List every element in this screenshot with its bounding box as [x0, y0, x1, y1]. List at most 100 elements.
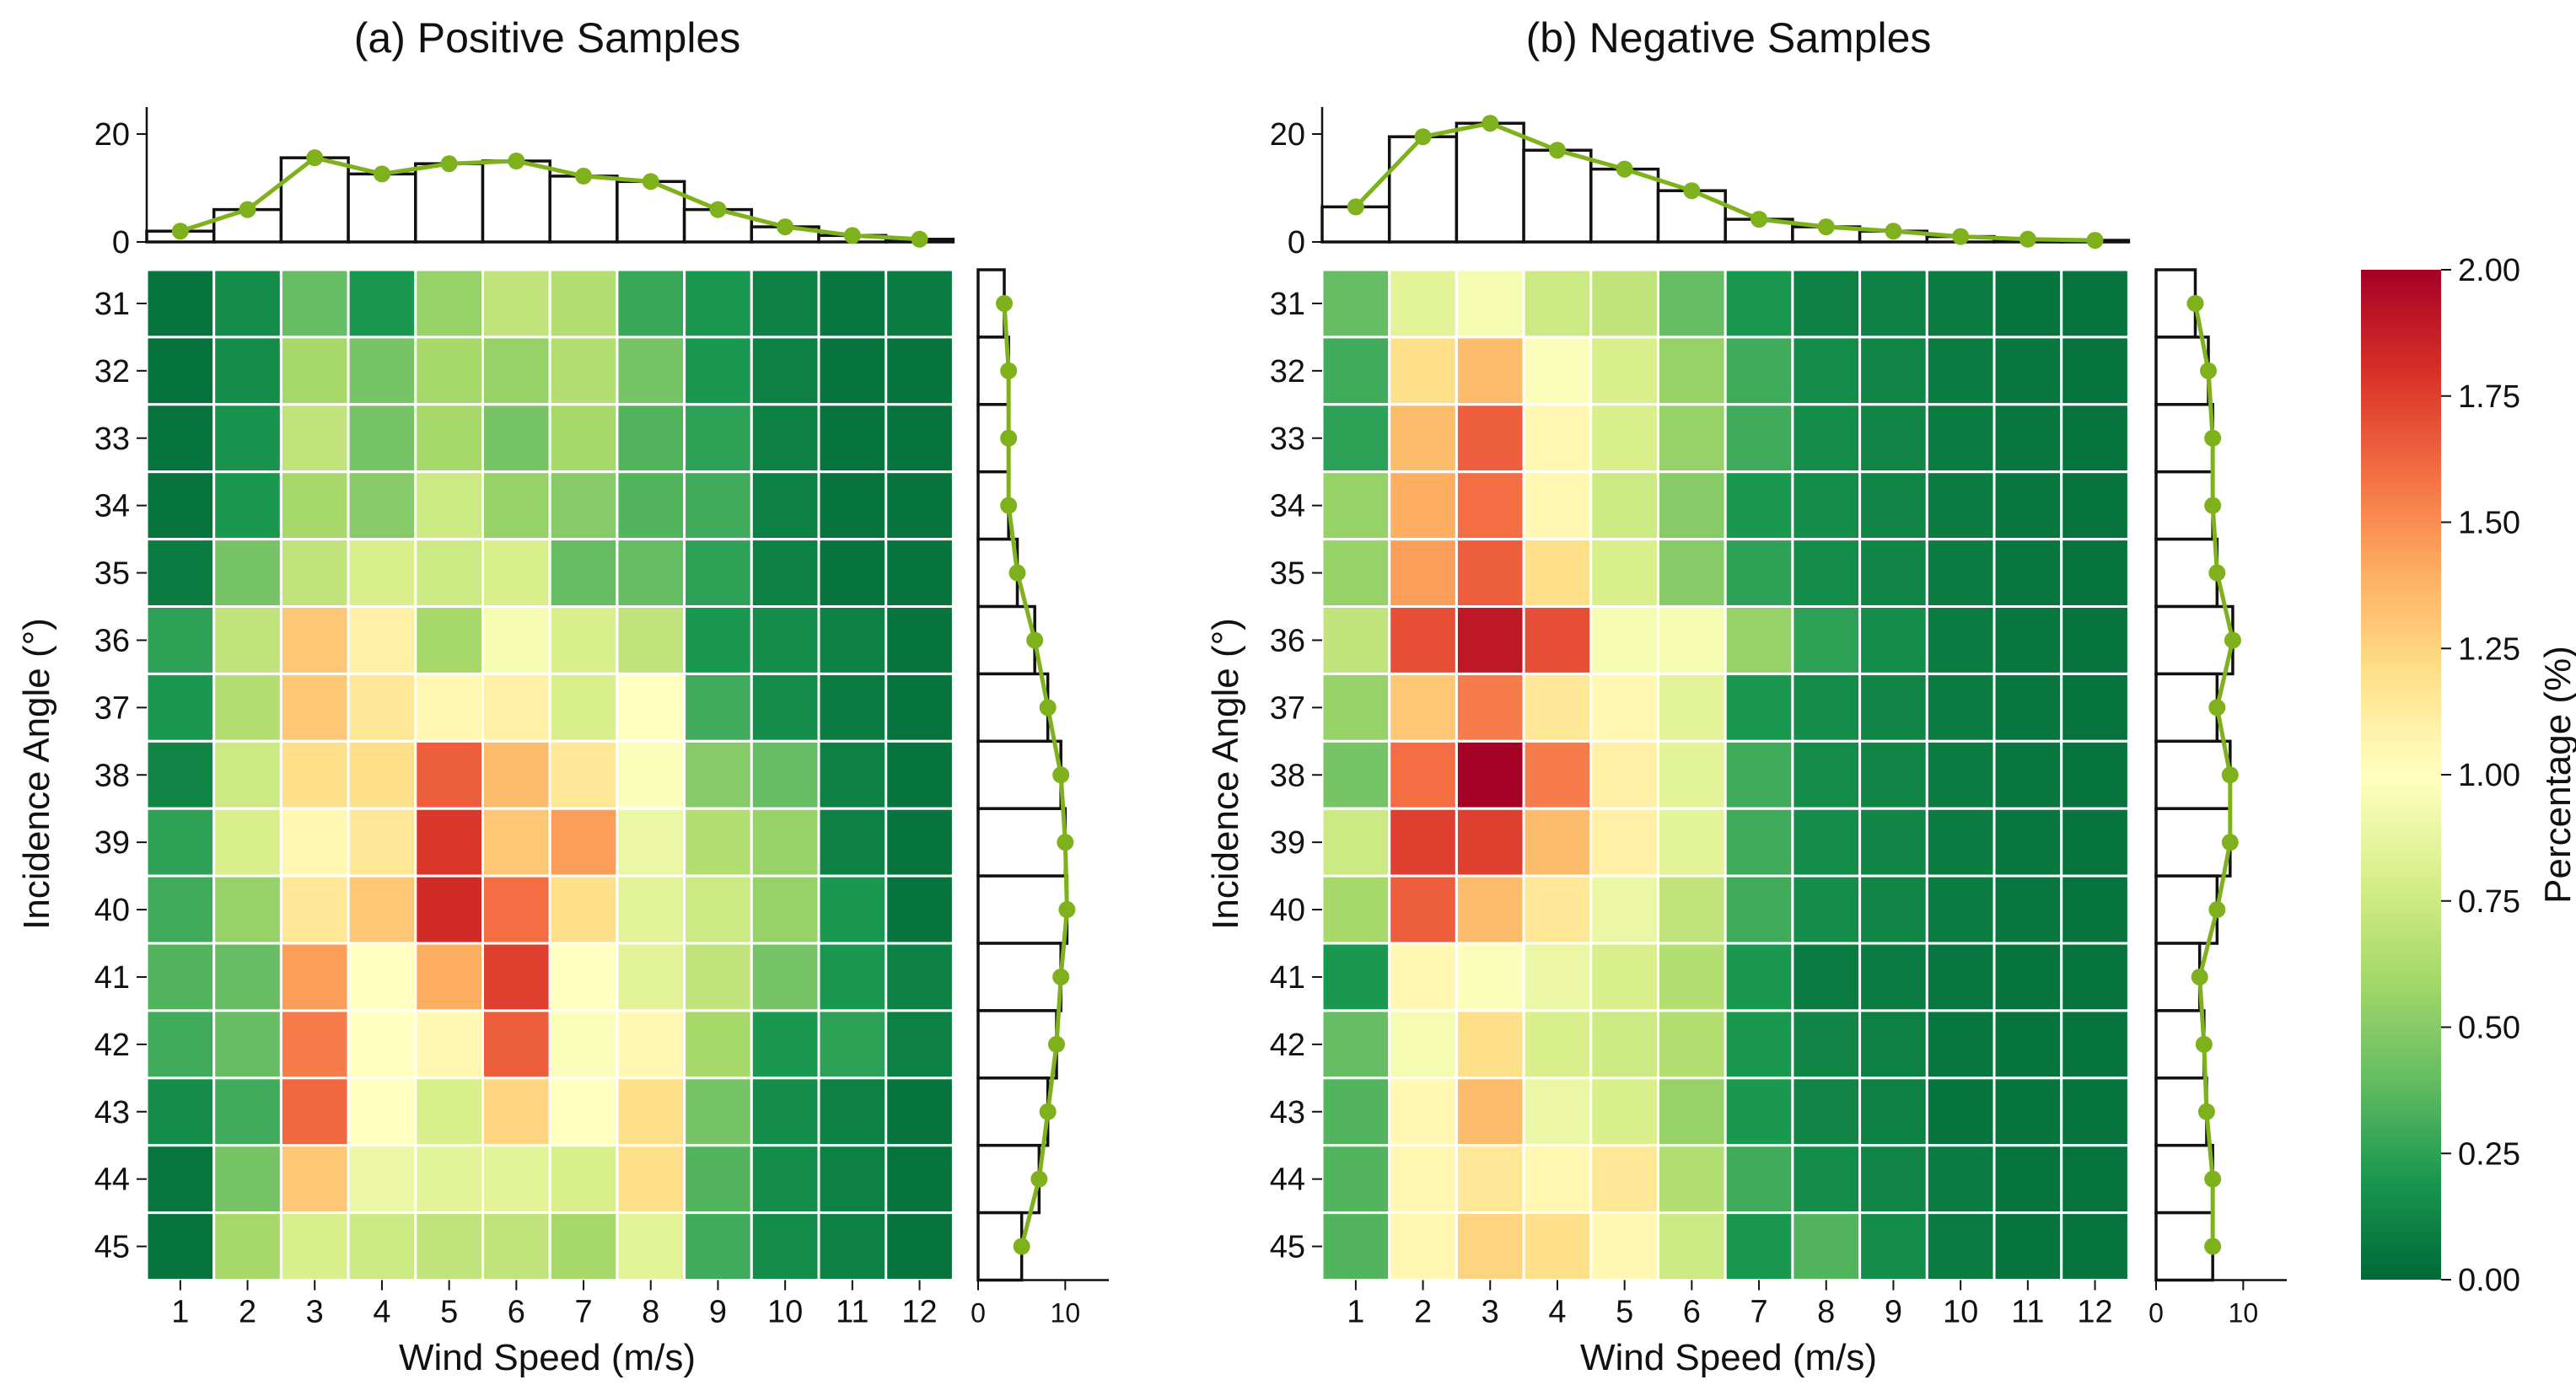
heatmap-cell [548, 874, 619, 945]
colorbar: 0.00 0.25 0.50 0.75 1.00 1.25 1.50 1.75 2.00 Per… [2361, 253, 2576, 1298]
heatmap-cell [1791, 1077, 1862, 1147]
right-hist-bar [2154, 739, 2232, 810]
top-hist-point [1347, 198, 1364, 216]
heatmap-cell [279, 268, 350, 339]
x-tick-label: 1 [171, 1295, 189, 1330]
heatmap-cell [212, 268, 282, 339]
heatmap-cell [1724, 739, 1794, 810]
heatmap-cell [683, 538, 753, 608]
heatmap-cell [1320, 1211, 1391, 1281]
heatmap-cell [1858, 1009, 1928, 1080]
heatmap-cell [481, 1144, 551, 1215]
heatmap-cell [750, 268, 820, 339]
heatmap-cell [1925, 605, 1996, 675]
y-tick-label: 37 [94, 690, 130, 726]
heatmap-cell [1589, 470, 1660, 541]
right-hist-bar [2154, 403, 2214, 474]
heatmap-cell [279, 1211, 350, 1281]
y-tick-label: 32 [94, 354, 130, 389]
right-hist-bar [2154, 470, 2214, 541]
heatmap-cell [279, 942, 350, 1012]
colorbar-tick-label: 1.00 [2458, 758, 2520, 793]
y-tick-label: 45 [1270, 1230, 1305, 1265]
heatmap-cell [548, 1077, 619, 1147]
heatmap-cell [1455, 538, 1525, 608]
heatmap-cell [414, 1077, 484, 1147]
heatmap-cell [1724, 403, 1794, 474]
heatmap-cell [1925, 470, 1996, 541]
heatmap-cell [817, 268, 888, 339]
heatmap-cell [1589, 336, 1660, 406]
heatmap-cell [1858, 336, 1928, 406]
y-tick-label: 31 [94, 287, 130, 322]
heatmap-cell [1925, 874, 1996, 945]
heatmap-cell [1724, 874, 1794, 945]
heatmap-cell [1388, 336, 1458, 406]
heatmap-cell [145, 942, 216, 1012]
right-hist-point [2204, 497, 2222, 514]
heatmap-cell [481, 874, 551, 945]
heatmap-cell [1925, 807, 1996, 878]
heatmap-cell [548, 672, 619, 743]
heatmap-cell [1589, 538, 1660, 608]
panel-a: 1 2 3 4 5 6 7 8 9 10 11 123132333435363738394041424… [94, 107, 1109, 1330]
heatmap-cell [212, 403, 282, 474]
heatmap-cell [212, 470, 282, 541]
heatmap-cell [1388, 1009, 1458, 1080]
heatmap-cell [1388, 403, 1458, 474]
heatmap-cell [2060, 1211, 2130, 1281]
panel-a-title: (a) Positive Samples [354, 14, 741, 62]
right-hist-point [1048, 1035, 1065, 1053]
heatmap-cell [1388, 1144, 1458, 1215]
y-tick-label: 45 [94, 1230, 130, 1265]
heatmap-cell [548, 739, 619, 810]
heatmap-cell [212, 874, 282, 945]
heatmap-cell [817, 470, 888, 541]
colorbar-tick-label: 1.75 [2458, 379, 2520, 415]
colorbar-label: Percentage (%) [2537, 646, 2576, 904]
colorbar-tick-label: 0.50 [2458, 1011, 2520, 1046]
heatmap-cell [1791, 1009, 1862, 1080]
heatmap-cell [279, 807, 350, 878]
heatmap-cell [817, 1211, 888, 1281]
y-tick-label: 42 [94, 1028, 130, 1063]
heatmap-cell [1388, 470, 1458, 541]
heatmap-cell [481, 605, 551, 675]
heatmap-cell [1589, 874, 1660, 945]
heatmap-cell [683, 403, 753, 474]
heatmap-cell [817, 807, 888, 878]
y-tick-label: 43 [94, 1095, 130, 1130]
panel-b: 1 2 3 4 5 6 7 8 9 10 11 123132333435363738394041424… [1270, 107, 2287, 1330]
heatmap-cell [145, 672, 216, 743]
heatmap-cell [2060, 1009, 2130, 1080]
heatmap-cell [1657, 605, 1727, 675]
heatmap-cell [347, 403, 417, 474]
heatmap-cell [1388, 807, 1458, 878]
heatmap-cell [548, 336, 619, 406]
heatmap-cell [1589, 739, 1660, 810]
heatmap-cell [885, 1077, 955, 1147]
heatmap-cell [212, 672, 282, 743]
top-hist-bar [1387, 135, 1459, 244]
heatmap-cell [750, 807, 820, 878]
heatmap-cell [548, 807, 619, 878]
heatmap-cell [1993, 538, 2063, 608]
top-hist-point [508, 153, 525, 169]
heatmap-cell [481, 538, 551, 608]
heatmap-cell [1320, 268, 1391, 339]
heatmap-cell [750, 1211, 820, 1281]
top-hist-point [440, 155, 458, 173]
top-hist-point [843, 227, 861, 244]
heatmap-cell [1858, 874, 1928, 945]
heatmap-cell [616, 874, 686, 945]
heatmap-cell [1589, 1077, 1660, 1147]
heatmap-cell [683, 739, 753, 810]
x-tick-label: 3 [1482, 1295, 1499, 1330]
right-hist-point [2200, 362, 2217, 379]
heatmap-cell [1388, 672, 1458, 743]
heatmap-cell [1589, 942, 1660, 1012]
heatmap-cell [750, 336, 820, 406]
colorbar-tick-label: 1.25 [2458, 631, 2520, 667]
heatmap-cell [1589, 1144, 1660, 1215]
heatmap-cell [616, 1211, 686, 1281]
